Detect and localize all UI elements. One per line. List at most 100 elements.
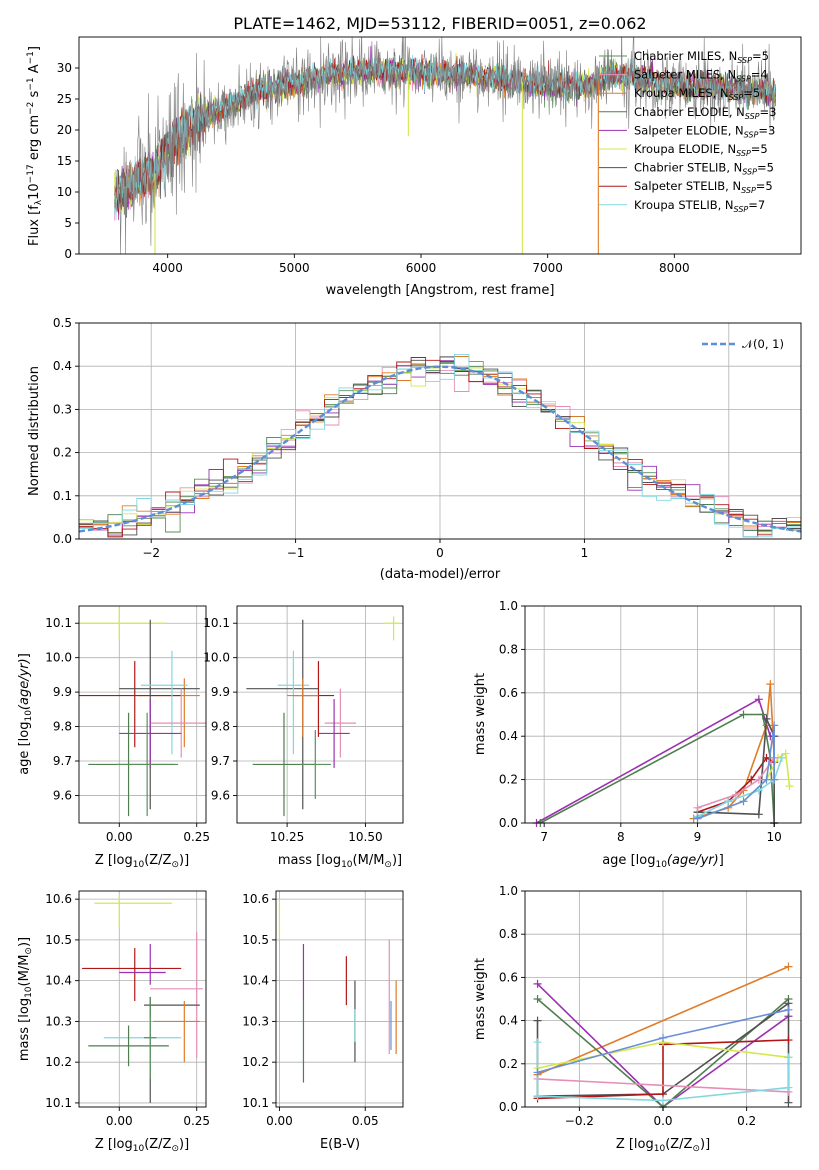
wage-ytick-label: 0.0 — [499, 816, 518, 830]
wz-ytick-label: 1.0 — [499, 884, 518, 898]
spectrum-xtick-label: 7000 — [532, 261, 563, 275]
age-vs-z-panel: 0.00 0.25 9.6 9.7 9.8 9.9 10.0 10.1 Z [log10(Z/… — [17, 605, 210, 870]
agez-xtick-label: 0.00 — [106, 830, 133, 844]
wz-point — [784, 1098, 793, 1107]
agez-ytick-label: 9.9 — [53, 685, 72, 699]
wage-ytick-label: 0.8 — [499, 642, 518, 656]
spectrum-ytick-label: 20 — [57, 123, 72, 137]
agem-ytick-label: 9.9 — [211, 685, 230, 699]
residuals-xtick-label: 0 — [436, 546, 444, 560]
residuals-panel: −2 −1 0 1 2 0.0 0.1 0.2 0.3 0.4 0.5 𝒩(0, 1) (data-… — [27, 316, 802, 582]
massz-ytick-label: 10.6 — [45, 892, 72, 906]
agem-errorbar-chabrier-miles — [299, 730, 331, 799]
massz-ytick-label: 10.2 — [45, 1055, 72, 1069]
massz-ytick-label: 10.1 — [45, 1096, 72, 1110]
agez-errorbar-kroupa-stelib — [140, 650, 188, 755]
wage-series-extra — [693, 721, 779, 823]
legend-label-kroupa-stelib: Kroupa STELIB, NSSP=7 — [634, 198, 765, 214]
residuals-hist-chabrier-elodie — [79, 364, 801, 531]
figure-title: PLATE=1462, MJD=53112, FIBERID=0051, z=0… — [233, 14, 646, 33]
agem-ytick-label: 9.8 — [211, 720, 230, 734]
wage-point — [762, 775, 771, 784]
wage-point — [739, 710, 748, 719]
spectrum-xtick-label: 6000 — [406, 261, 437, 275]
legend-label-salpeter-stelib: Salpeter STELIB, NSSP=5 — [634, 179, 773, 195]
wz-point — [784, 1053, 793, 1062]
wage-xtick-label: 9 — [694, 830, 702, 844]
agez-ytick-label: 9.7 — [53, 754, 72, 768]
residuals-ytick-label: 0.2 — [53, 446, 72, 460]
wage-point — [770, 775, 779, 784]
wz-series-extra — [533, 1005, 793, 1077]
agem-ytick-label: 9.6 — [211, 788, 230, 802]
massz-xlabel: Z [log10(Z/Z⊙)] — [95, 1137, 189, 1154]
wage-point — [777, 753, 786, 762]
wage-point — [747, 775, 756, 784]
agez-ytick-label: 10.1 — [45, 616, 72, 630]
massz-errorbar-salpeter-miles — [150, 931, 203, 1059]
agez-xtick-label: 0.25 — [183, 830, 210, 844]
weight-vs-z-panel: −0.2 0.0 0.2 0.0 0.2 0.4 0.6 0.8 1.0 Z [log10(Z/… — [473, 884, 802, 1154]
spectrum-legend: Chabrier MILES, NSSP=5 Salpeter MILES, NS… — [599, 49, 776, 214]
wage-point — [766, 680, 775, 689]
mass-vs-ebv-panel: 0.00 0.05 10.1 10.2 10.3 10.4 10.5 10.6 E(B-V) — [242, 890, 404, 1152]
legend-label-chabrier-elodie: Chabrier ELODIE, NSSP=3 — [634, 105, 776, 121]
wage-xtick-label: 8 — [617, 830, 625, 844]
wage-point — [693, 803, 702, 812]
wage-xlabel: age [log10(age/yr)] — [602, 853, 724, 870]
agem-xtick-label: 10.25 — [270, 830, 304, 844]
residuals-xtick-label: 2 — [725, 546, 733, 560]
agez-ytick-label: 9.6 — [53, 788, 72, 802]
wz-point — [533, 1016, 542, 1025]
wz-point — [533, 1068, 542, 1077]
agez-ytick-label: 10.0 — [45, 651, 72, 665]
agem-errorbar-kroupa-miles — [287, 678, 319, 737]
agez-errorbar-chabrier-miles — [116, 712, 179, 817]
wz-point — [533, 1038, 542, 1047]
massebv-xtick-label: 0.00 — [266, 1114, 293, 1128]
wage-ytick-label: 0.6 — [499, 686, 518, 700]
mass-vs-z-panel: 0.00 0.25 10.1 10.2 10.3 10.4 10.5 10.6 Z [log1… — [17, 890, 210, 1154]
spectrum-xtick-label: 8000 — [659, 261, 690, 275]
wz-point — [533, 979, 542, 988]
residuals-hist-salpeter-stelib — [79, 357, 801, 538]
wage-xtick-label: 10 — [767, 830, 782, 844]
massz-errorbar-salpeter-elodie — [119, 943, 166, 985]
agez-xlabel: Z [log10(Z/Z⊙)] — [95, 853, 189, 870]
agem-errorbar-kroupa-elodie — [384, 616, 400, 641]
legend-label-salpeter-elodie: Salpeter ELODIE, NSSP=3 — [634, 123, 775, 139]
wz-point — [533, 1092, 542, 1101]
wz-ytick-label: 0.6 — [499, 970, 518, 984]
spectrum-data-line — [114, 37, 776, 254]
wz-series-kroupa-stelib — [533, 1038, 793, 1105]
wage-ylabel: mass weight — [473, 673, 488, 755]
agem-ytick-label: 9.7 — [211, 754, 230, 768]
wage-point — [781, 749, 790, 758]
agez-ytick-label: 9.8 — [53, 720, 72, 734]
agez-ylabel: age [log10(age/yr)] — [17, 653, 34, 775]
residuals-ylabel: Normed distribution — [27, 366, 42, 496]
wz-ytick-label: 0.0 — [499, 1100, 518, 1114]
wage-point — [770, 721, 779, 730]
massz-ytick-label: 10.3 — [45, 1014, 72, 1028]
agem-errorbar-salpeter-miles — [324, 688, 357, 758]
agem-errorbar-kroupa-stelib — [277, 650, 310, 755]
wz-point — [659, 1096, 667, 1105]
wage-point — [731, 790, 740, 799]
agem-ytick-label: 10.1 — [203, 616, 230, 630]
massebv-xlabel: E(B-V) — [320, 1137, 360, 1152]
massz-errorbar-salpeter-stelib — [82, 948, 182, 1002]
residuals-legend: 𝒩(0, 1) — [702, 337, 784, 351]
wz-xlabel: Z [log10(Z/Z⊙)] — [616, 1137, 710, 1154]
residuals-hist-chabrier-stelib — [79, 356, 801, 538]
spectrum-xlabel: wavelength [Angstrom, rest frame] — [326, 283, 555, 298]
spectrum-panel: 4000 5000 6000 7000 8000 0 5 10 15 20 25 30 Chabrie… — [26, 36, 802, 298]
legend-label-salpeter-miles: Salpeter MILES, NSSP=4 — [634, 68, 768, 84]
wage-point — [754, 810, 763, 819]
residuals-ytick-label: 0.1 — [53, 489, 72, 503]
massz-ytick-label: 10.5 — [45, 933, 72, 947]
residuals-ytick-label: 0.3 — [53, 402, 72, 416]
massz-errorbar-kroupa-miles — [153, 1001, 200, 1063]
residuals-ytick-label: 0.4 — [53, 359, 72, 373]
wage-point — [762, 714, 771, 723]
